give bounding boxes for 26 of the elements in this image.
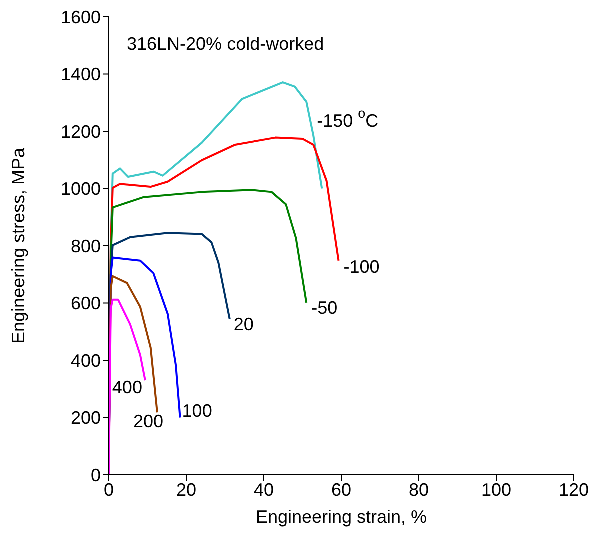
- x-tick-label: 60: [331, 480, 352, 500]
- x-tick-label: 20: [176, 480, 197, 500]
- y-tick-label: 0: [90, 465, 101, 486]
- x-tick-label: 80: [408, 480, 430, 500]
- y-tick-label: 400: [70, 350, 101, 371]
- annotation: 316LN-20% cold-worked: [127, 34, 324, 54]
- x-tick-label: 100: [481, 480, 512, 500]
- series-label: -50: [312, 298, 338, 318]
- series-label: 20: [234, 314, 254, 334]
- y-axis-title: Engineering stress, MPa: [8, 146, 28, 344]
- y-tick-label: 800: [70, 236, 101, 256]
- y-tick-label: 1200: [60, 122, 101, 142]
- series-label: 100: [182, 400, 212, 420]
- x-axis-title: Engineering strain, %: [256, 507, 428, 527]
- y-tick-label: 600: [70, 294, 101, 314]
- x-tick-label: 0: [104, 480, 114, 500]
- y-tick-label: 1000: [60, 179, 101, 200]
- x-tick-label: 40: [254, 480, 274, 500]
- series-label: -100: [344, 256, 380, 277]
- series-label: -150 $^{o}$C: [317, 106, 379, 130]
- y-tick-label: 1600: [60, 7, 101, 28]
- x-tick-label: 120: [558, 480, 590, 500]
- series-label: 400: [112, 377, 142, 398]
- y-tick-label: 1400: [60, 64, 101, 85]
- y-tick-label: 200: [70, 408, 101, 428]
- series-label: 200: [133, 411, 164, 432]
